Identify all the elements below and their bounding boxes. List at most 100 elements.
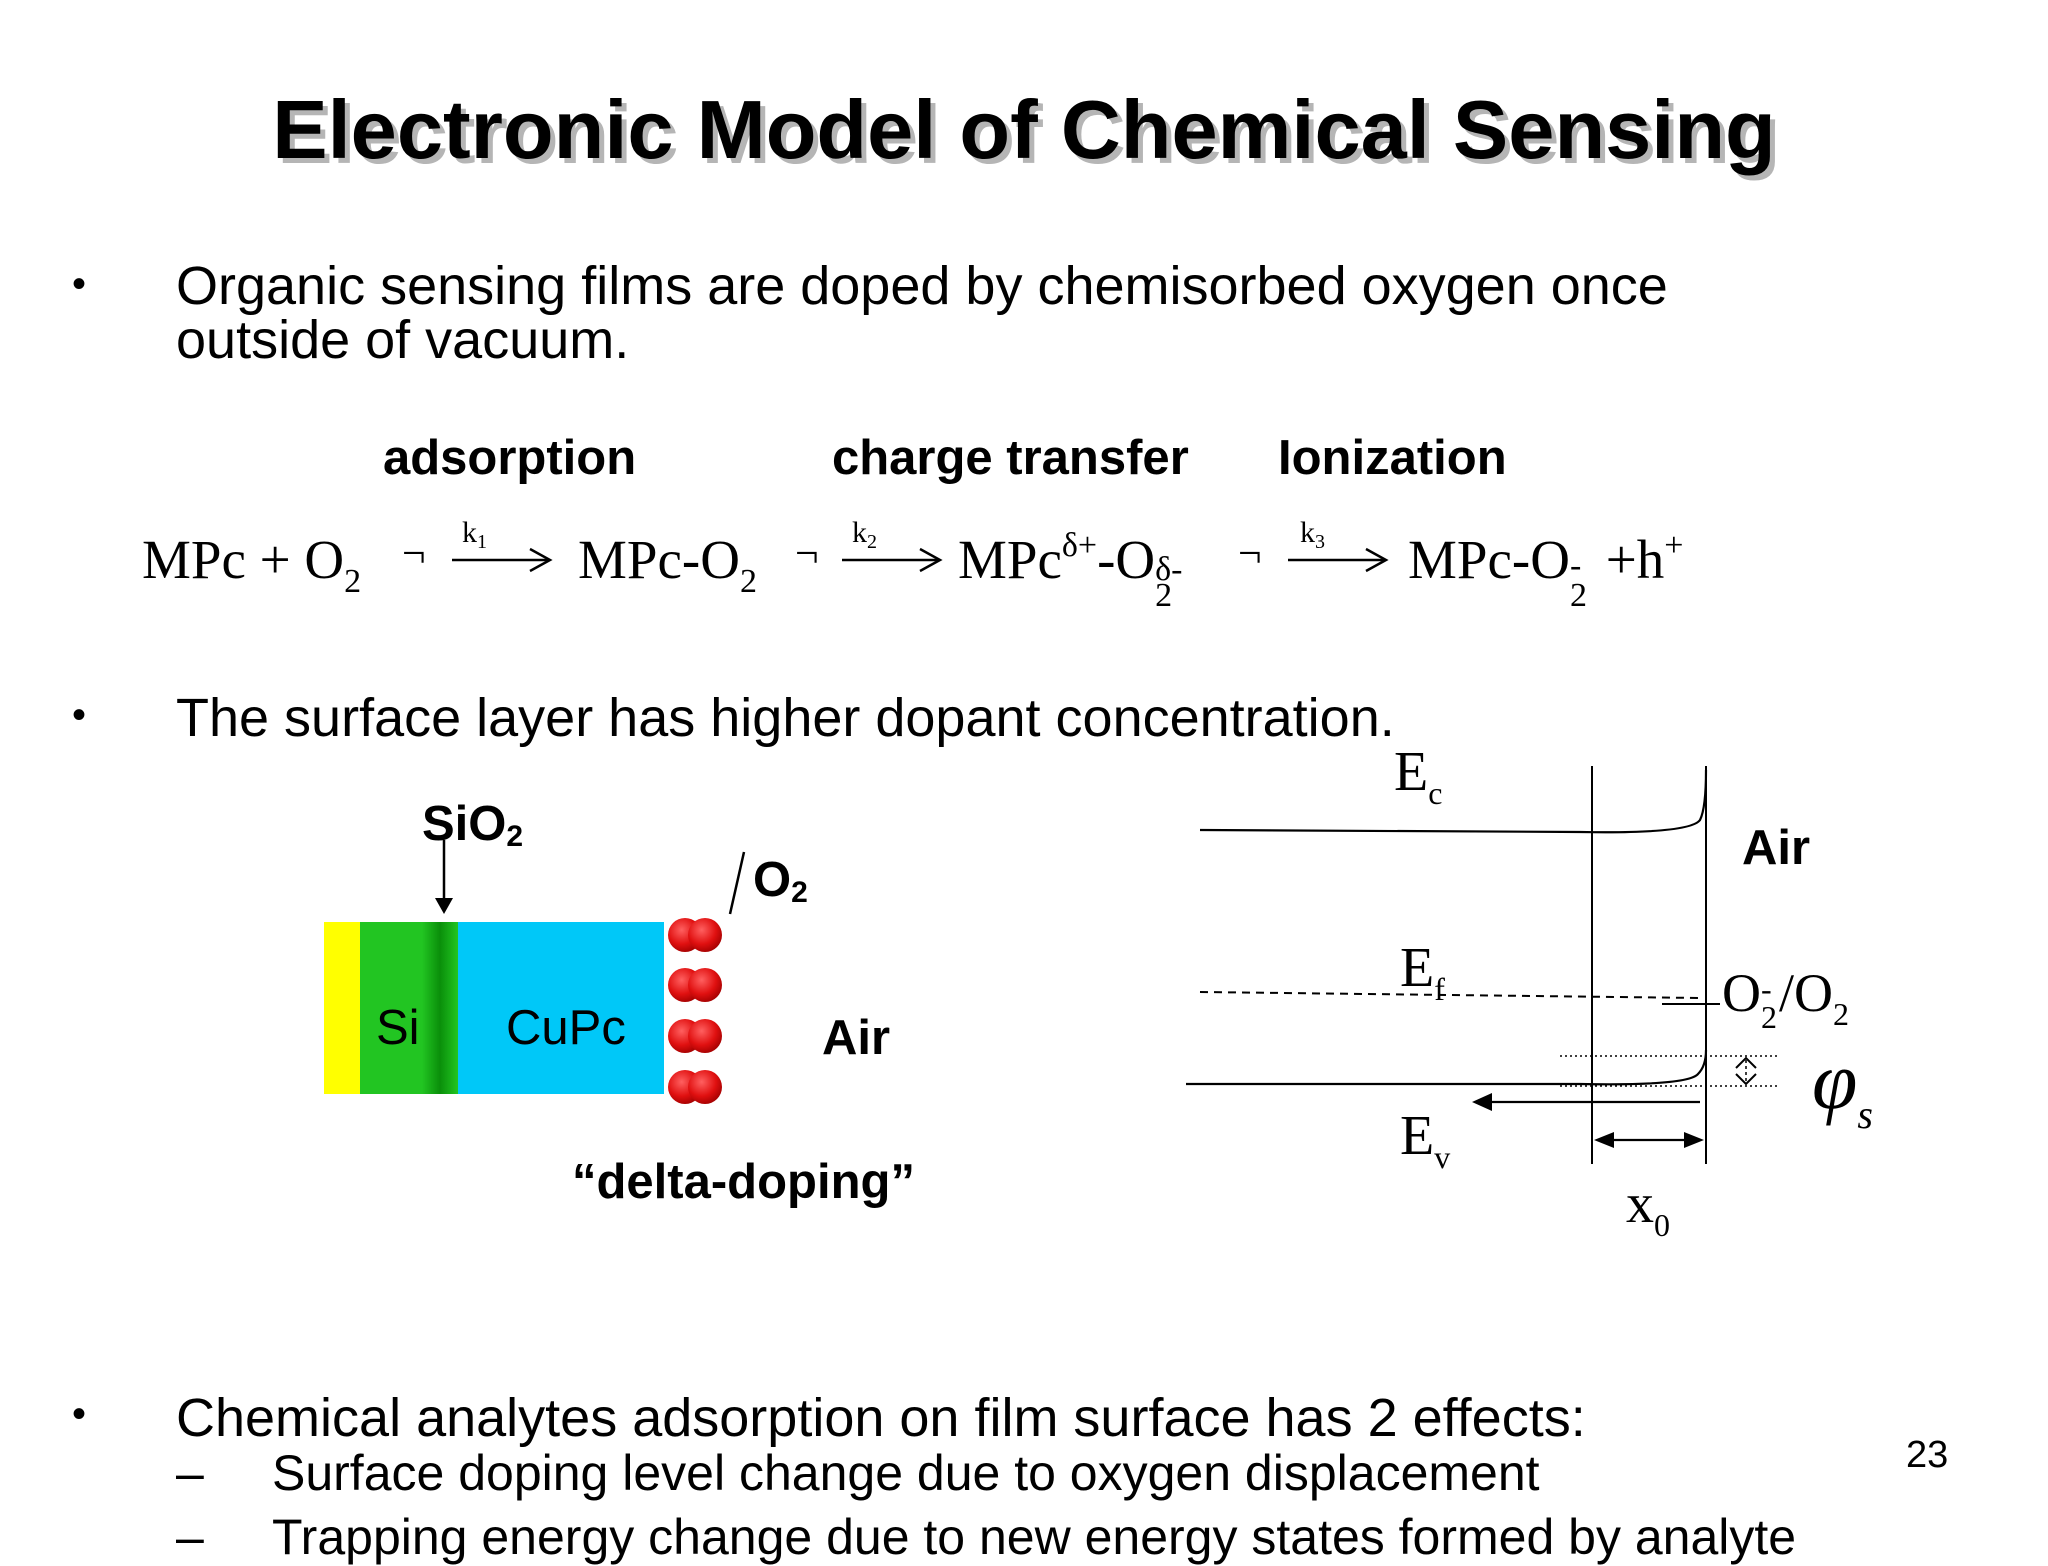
valence-band-edge	[1186, 1049, 1708, 1086]
bullet-2: The surface layer has higher dopant conc…	[176, 688, 1395, 748]
page-number: 23	[1906, 1434, 1949, 1476]
bullet-marker: •	[72, 1392, 87, 1436]
sub-bullet-2: Trapping energy change due to new energy…	[272, 1509, 1797, 1565]
bullet-1: Organic sensing films are doped by chemi…	[176, 258, 1668, 368]
delta-doping-caption: “delta-doping”	[572, 1155, 915, 1209]
sio2-text: SiO	[422, 797, 507, 851]
rate-k3-text: k	[1300, 516, 1315, 549]
o2-redox-sub-a: 2	[1761, 999, 1777, 1035]
ec-label: Ec	[1394, 740, 1442, 812]
x0-sub: 0	[1654, 1207, 1670, 1243]
o2-redox-sup: -	[1761, 971, 1772, 1007]
rate-k2-sub: 2	[867, 531, 877, 553]
sub-bullet-1: Surface doping level change due to oxyge…	[272, 1445, 1540, 1501]
arrow-k3-head	[1365, 547, 1389, 573]
dash-marker: –	[176, 1445, 204, 1501]
bullet-1-line-2: outside of vacuum.	[176, 310, 630, 370]
bullet-1-line-1: Organic sensing films are doped by chemi…	[176, 256, 1668, 316]
ev-sub: v	[1434, 1139, 1451, 1175]
term-1-text: MPc + O	[142, 529, 345, 590]
rate-k2-text: k	[852, 516, 867, 549]
o2-atom	[688, 968, 722, 1002]
arrow-prefix-3: ¬	[1238, 531, 1262, 577]
term-4-text-b: +h	[1591, 529, 1665, 590]
o2-redox-text-a: O	[1722, 963, 1761, 1023]
dash-marker: –	[176, 1509, 204, 1565]
reaction-term-1: MPc + O2	[142, 528, 361, 599]
cupc-layer	[458, 922, 664, 1094]
term-4-text: MPc-O	[1408, 529, 1570, 590]
bullet-marker: •	[72, 693, 87, 737]
rate-k1-sub: 1	[477, 531, 487, 553]
film-diagram	[324, 840, 746, 1104]
o2-pointer-arrow	[728, 851, 746, 915]
sio2-sub: 2	[506, 820, 524, 853]
o2-redox-text-b: /O	[1779, 963, 1833, 1023]
ev-label: Ev	[1400, 1104, 1450, 1176]
ec-text: E	[1394, 741, 1429, 803]
ev-text: E	[1400, 1105, 1435, 1167]
o2-redox-label: O -2/O2	[1722, 962, 1849, 1035]
o2-atom	[688, 918, 722, 952]
term-3-sup: δ+	[1061, 527, 1098, 564]
reaction-term-2: MPc-O2	[578, 528, 757, 599]
phi-s-label: φs	[1812, 1034, 1873, 1138]
si-label: Si	[376, 1001, 420, 1055]
band-diagram	[1186, 766, 1780, 1164]
x0-text: x	[1626, 1173, 1654, 1235]
slide-title: Electronic Model of Chemical Sensing	[272, 83, 1776, 176]
film-air-label: Air	[822, 1011, 891, 1065]
conduction-band-edge	[1199, 769, 1708, 834]
ef-sub: f	[1434, 971, 1445, 1007]
rate-k1: k1	[462, 516, 487, 554]
ec-sub: c	[1428, 775, 1443, 811]
sio2-pointer-head	[435, 898, 453, 914]
o2-label: O2	[753, 852, 808, 910]
x0-label: x0	[1626, 1172, 1670, 1244]
si-layer	[360, 922, 422, 1094]
o2-molecules	[668, 918, 722, 1104]
term-3-text-b: -O	[1097, 529, 1156, 590]
phi-arrow-head-up	[1735, 1056, 1757, 1069]
o2-atom	[688, 1019, 722, 1053]
rate-k3-sub: 3	[1315, 531, 1325, 553]
x0-arrow-right	[1684, 1132, 1704, 1148]
phi-sub: s	[1857, 1092, 1873, 1137]
o2-redox-sub-b: 2	[1833, 996, 1849, 1032]
sio2-label: SiO2	[422, 796, 523, 854]
bullet-marker: •	[72, 262, 87, 306]
o2-sub: 2	[791, 876, 808, 909]
x0-arrow-left	[1594, 1132, 1614, 1148]
term-4-sup-2: +	[1664, 527, 1684, 564]
reaction-term-3: MPcδ+-O δ- 2	[958, 527, 1183, 614]
ef-text: E	[1400, 937, 1435, 999]
term-3-text: MPc	[958, 529, 1062, 590]
term-1-sub: 2	[344, 563, 362, 600]
o2-text: O	[753, 853, 792, 907]
o2-atom	[688, 1070, 722, 1104]
arrow-k2-head	[919, 547, 943, 573]
phi-text: φ	[1812, 1035, 1858, 1126]
rate-k2: k2	[852, 516, 877, 554]
bullet-3: Chemical analytes adsorption on film sur…	[176, 1388, 1586, 1448]
arrow-prefix-2: ¬	[795, 531, 819, 577]
label-ionization: Ionization	[1278, 431, 1507, 485]
sio2-layer	[422, 922, 458, 1094]
substrate-yellow-layer	[324, 922, 360, 1094]
reaction-term-4: MPc-O -2 +h+	[1408, 527, 1684, 614]
electron-flow-arrow-head	[1472, 1093, 1492, 1111]
label-charge-transfer: charge transfer	[832, 431, 1189, 485]
rate-k3: k3	[1300, 516, 1325, 554]
term-2-text: MPc-O	[578, 529, 740, 590]
phi-arrow-head-down	[1735, 1073, 1757, 1086]
arrow-k1-head	[529, 547, 553, 573]
ef-label: Ef	[1400, 936, 1445, 1008]
cupc-label: CuPc	[506, 1001, 626, 1055]
label-adsorption: adsorption	[383, 431, 637, 485]
term-2-sub: 2	[739, 563, 757, 600]
band-air-label: Air	[1742, 821, 1811, 875]
rate-k1-text: k	[462, 516, 477, 549]
fermi-level	[1199, 991, 1701, 999]
arrow-prefix-1: ¬	[402, 531, 426, 577]
